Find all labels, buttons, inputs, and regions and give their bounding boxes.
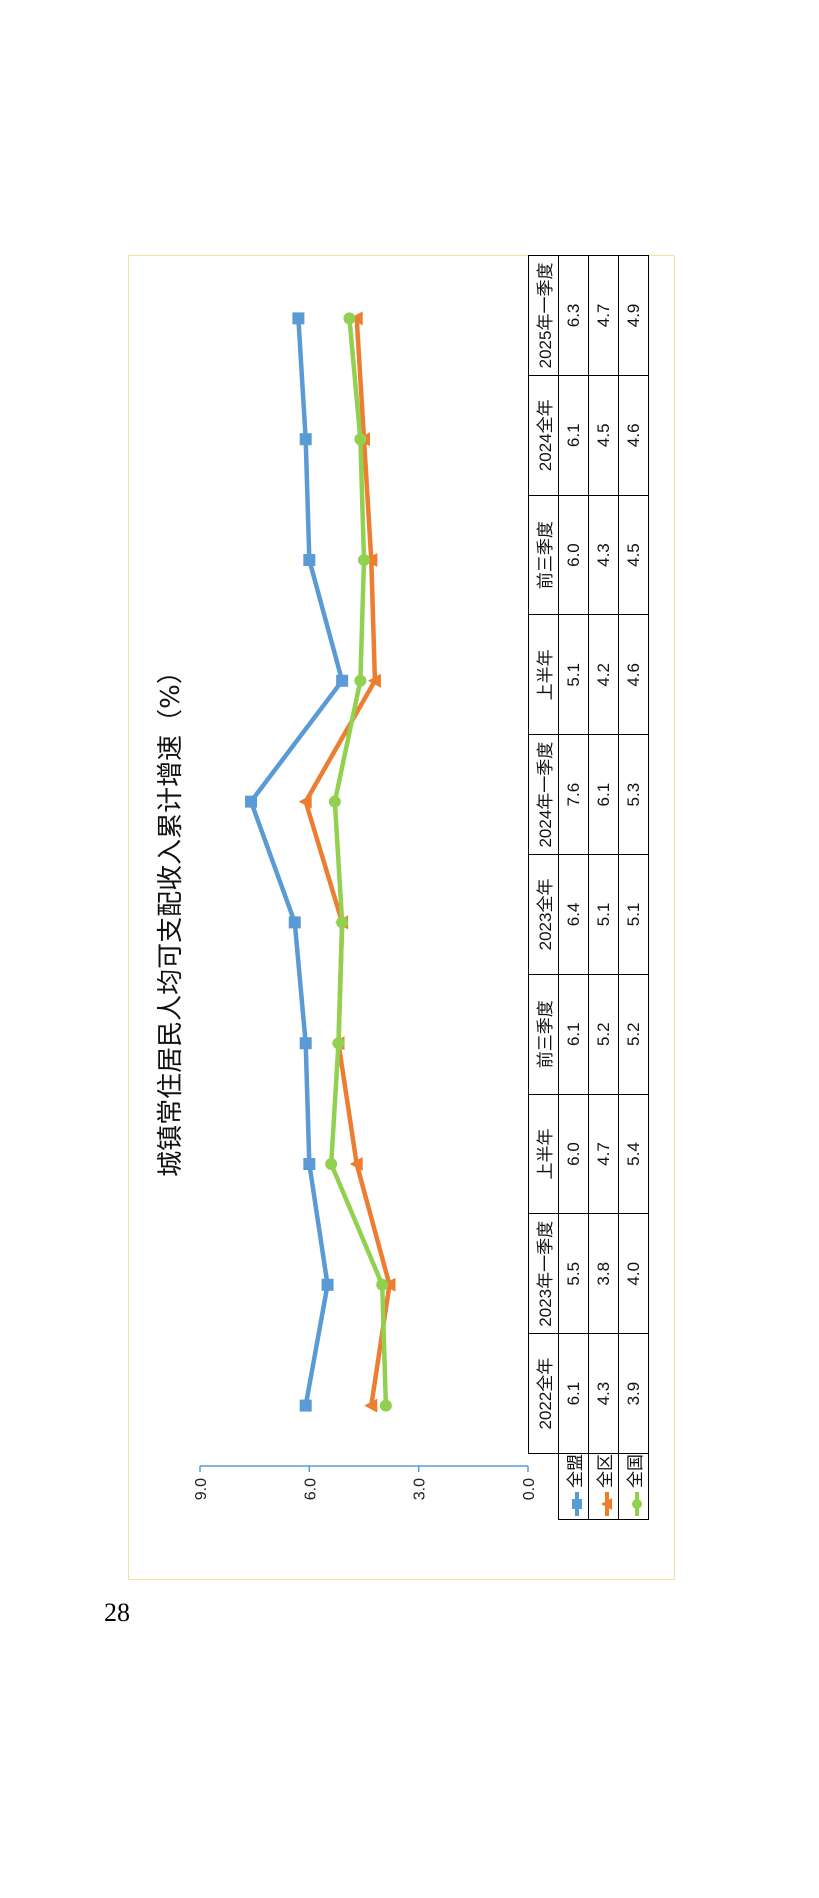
legend-entry: 全国 [618, 1453, 649, 1520]
table-cell: 4.5 [588, 375, 619, 496]
data-point [376, 1278, 389, 1291]
table-cell: 4.9 [618, 255, 649, 376]
data-point [292, 312, 305, 325]
table-cell: 4.3 [588, 1333, 619, 1454]
table-corner [529, 1454, 559, 1520]
data-point [299, 1399, 312, 1412]
table-cell: 5.3 [618, 734, 649, 855]
table-cell: 5.1 [618, 854, 649, 975]
data-point [349, 1157, 363, 1171]
table-cell: 4.0 [618, 1213, 649, 1334]
data-point [379, 1399, 392, 1412]
data-point [343, 312, 356, 325]
series-line-全盟 [248, 318, 345, 1407]
legend-label: 全区 [596, 1454, 615, 1488]
data-point [382, 1277, 396, 1292]
table-cell: 7.6 [558, 734, 589, 855]
data-point [325, 1158, 338, 1170]
data-point [288, 916, 301, 929]
y-tick-label: 6.0 [302, 1478, 319, 1500]
data-point [328, 795, 341, 808]
legend-label: 全盟 [566, 1454, 585, 1488]
table-cell: 6.3 [558, 255, 589, 376]
table-cell: 4.2 [588, 614, 619, 735]
category-label: 2024全年 [528, 375, 559, 496]
data-point [336, 674, 349, 687]
data-point [298, 794, 312, 809]
data-point [354, 433, 367, 446]
category-label: 2025年一季度 [528, 255, 559, 376]
chart-frame [128, 255, 675, 1580]
table-cell: 6.4 [558, 854, 589, 975]
data-point [332, 1037, 345, 1050]
table-cell: 5.1 [558, 614, 589, 735]
category-label: 前三季度 [528, 495, 559, 615]
category-label: 2023全年 [528, 854, 559, 975]
data-point [349, 311, 363, 326]
legend-entry: 全区 [588, 1453, 619, 1520]
table-cell: 4.6 [618, 375, 649, 496]
table-cell: 6.0 [558, 1094, 589, 1214]
table-cell: 5.2 [588, 974, 619, 1095]
data-point [364, 1398, 378, 1413]
category-label: 上半年 [528, 1094, 559, 1214]
data-point [358, 554, 370, 566]
y-tick-label: 9.0 [193, 1478, 210, 1500]
legend-label: 全国 [626, 1454, 645, 1488]
rotated-chart: 城镇常住居民人均可支配收入累计增速（%） 0.0 3.0 6.0 9.0 2022全年… [128, 255, 675, 1580]
table-cell: 6.1 [558, 375, 589, 496]
table-cell: 5.4 [618, 1094, 649, 1214]
data-point [354, 674, 367, 687]
plot-area: 0.0 3.0 6.0 9.0 [193, 311, 538, 1500]
data-point [336, 916, 349, 929]
table-cell: 4.5 [618, 495, 649, 615]
data-point [303, 1158, 316, 1170]
data-point [321, 1278, 334, 1291]
table-cell: 5.1 [588, 854, 619, 975]
table-cell: 4.7 [588, 1094, 619, 1214]
category-label: 前三季度 [528, 974, 559, 1095]
table-cell: 5.2 [618, 974, 649, 1095]
category-label: 2022全年 [528, 1333, 559, 1454]
legend-triangle-icon [600, 1492, 612, 1516]
category-label: 2023年一季度 [528, 1213, 559, 1334]
y-tick-label: 0.0 [521, 1478, 538, 1500]
data-point [299, 1037, 312, 1050]
legend-circle-icon [631, 1492, 642, 1516]
data-point [245, 795, 258, 808]
data-table: 2022全年 2023年一季度 上半年 前三季度 2023全年 2024年一季度 上半年 前三… [528, 255, 649, 1520]
data-point [364, 553, 378, 567]
table-cell: 6.1 [558, 974, 589, 1095]
legend-square-icon [571, 1492, 582, 1516]
category-label: 上半年 [528, 614, 559, 735]
table-cell: 3.9 [618, 1333, 649, 1454]
table-cell: 6.1 [558, 1333, 589, 1454]
legend-entry: 全盟 [558, 1453, 589, 1520]
page-number: 28 [104, 1598, 130, 1627]
series-line-全国 [328, 318, 389, 1406]
table-cell: 3.8 [588, 1213, 619, 1334]
category-label: 2024年一季度 [528, 734, 559, 855]
series-line-全区 [303, 318, 392, 1406]
data-point [299, 433, 312, 446]
table-cell: 6.1 [588, 734, 619, 855]
table-cell: 4.6 [618, 614, 649, 735]
y-tick-label: 3.0 [412, 1478, 429, 1500]
table-cell: 4.7 [588, 255, 619, 376]
data-point [367, 673, 381, 688]
table-cell: 5.5 [558, 1213, 589, 1334]
table-cell: 6.0 [558, 495, 589, 615]
table-cell: 4.3 [588, 495, 619, 615]
data-point [303, 554, 316, 566]
